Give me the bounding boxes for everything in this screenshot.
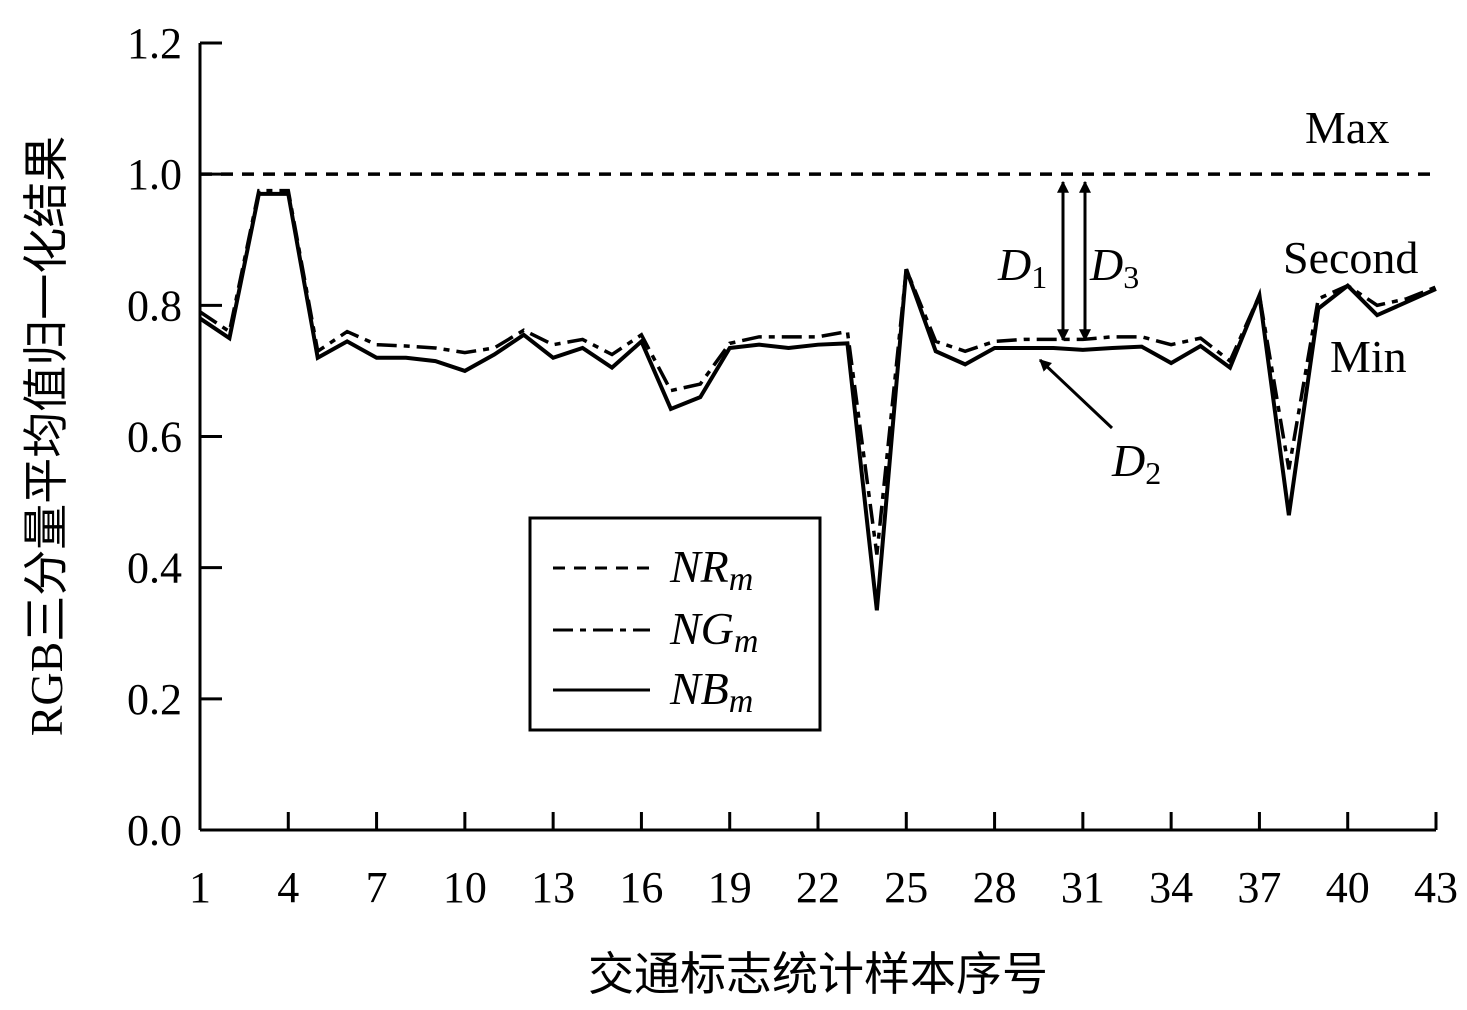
d2-arrow bbox=[1038, 358, 1114, 430]
legend-label-ng: NGm bbox=[669, 603, 758, 660]
y-axis-label: RGB三分量平均值归一化结果 bbox=[21, 136, 72, 737]
x-tick-label: 4 bbox=[277, 863, 299, 912]
x-tick-label: 7 bbox=[366, 863, 388, 912]
y-tick-label: 0.4 bbox=[127, 544, 182, 593]
series-line-nbm bbox=[198, 191, 1437, 611]
y-tick-label: 0.8 bbox=[127, 281, 182, 330]
x-tick-label: 10 bbox=[443, 863, 487, 912]
y-tick-label: 0.6 bbox=[127, 413, 182, 462]
y-tick-label: 0.0 bbox=[127, 806, 182, 855]
series-line-ngm bbox=[199, 188, 1437, 555]
x-tick-label: 37 bbox=[1237, 863, 1281, 912]
annotation-min: Min bbox=[1330, 331, 1407, 382]
x-tick-label: 19 bbox=[708, 863, 752, 912]
annotation-max: Max bbox=[1305, 102, 1389, 153]
annotation-d3: D3 bbox=[1089, 239, 1139, 295]
x-tick-label: 1 bbox=[189, 863, 211, 912]
x-tick-label: 13 bbox=[531, 863, 575, 912]
annotation-second: Second bbox=[1283, 232, 1418, 283]
series-group bbox=[198, 172, 1437, 611]
x-tick-label: 31 bbox=[1061, 863, 1105, 912]
legend: NRm NGm NBm bbox=[528, 516, 822, 732]
x-tick-label: 43 bbox=[1414, 863, 1458, 912]
x-tick-label: 25 bbox=[884, 863, 928, 912]
y-tick-label: 1.0 bbox=[127, 150, 182, 199]
annotation-d1: D1 bbox=[997, 239, 1047, 295]
x-tick-label: 34 bbox=[1149, 863, 1193, 912]
x-axis-label: 交通标志统计样本序号 bbox=[588, 949, 1048, 1000]
tick-labels: 0.0 0.2 0.4 0.6 0.8 1.0 1.2 1 4 7 10 13 16 19 22 25 28 31… bbox=[127, 19, 1458, 912]
legend-label-nr: NRm bbox=[669, 541, 753, 598]
y-tick-label: 1.2 bbox=[127, 19, 182, 68]
x-tick-label: 28 bbox=[973, 863, 1017, 912]
x-tick-label: 22 bbox=[796, 863, 840, 912]
x-tick-label: 40 bbox=[1326, 863, 1370, 912]
axes bbox=[198, 41, 1438, 832]
y-tick-label: 0.2 bbox=[127, 675, 182, 724]
annotation-d2: D2 bbox=[1111, 435, 1161, 491]
legend-label-nb: NBm bbox=[669, 663, 753, 720]
x-tick-label: 16 bbox=[619, 863, 663, 912]
